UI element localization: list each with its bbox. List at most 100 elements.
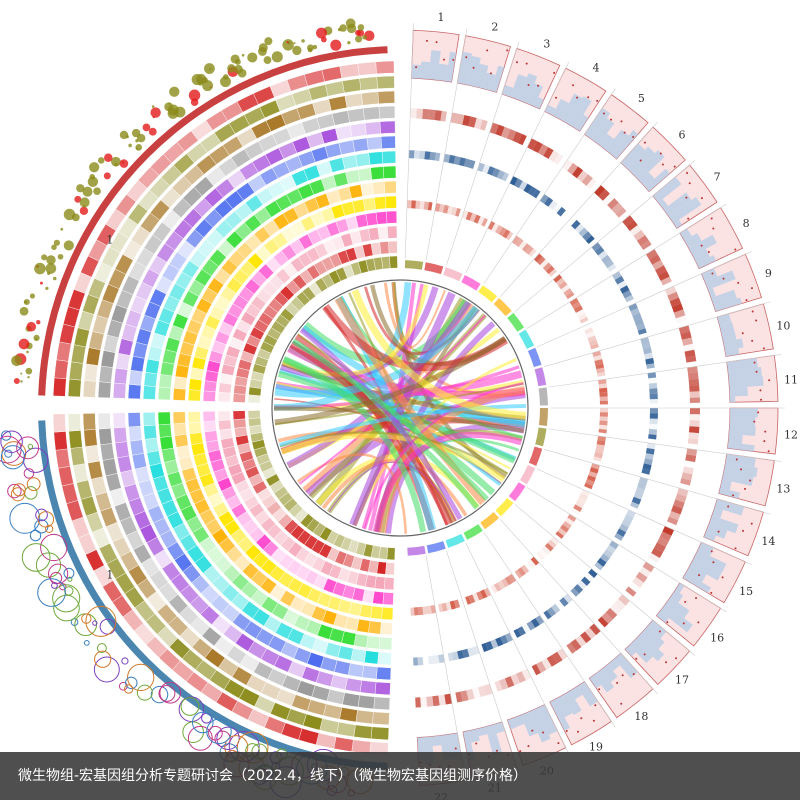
heat-cell (114, 441, 130, 459)
dot (103, 172, 111, 180)
heat-cell (531, 664, 541, 676)
heat-cell (71, 344, 87, 364)
heat-cell (381, 150, 396, 164)
point (553, 71, 556, 74)
heat-cell (129, 439, 145, 456)
heat-cell (598, 428, 607, 434)
point (755, 370, 758, 373)
dot (29, 293, 36, 299)
dot (339, 24, 347, 32)
heat-cell (461, 210, 469, 220)
heat-cell (688, 432, 699, 440)
chord (279, 431, 508, 476)
histogram-bar (501, 85, 514, 97)
point (727, 505, 730, 508)
heat-cell (417, 656, 424, 666)
heat-cell (573, 504, 583, 512)
heat-cell (536, 551, 545, 561)
histogram-bar (639, 172, 655, 188)
point (732, 494, 735, 497)
heat-cell (365, 212, 378, 227)
heat-cell (580, 489, 591, 497)
heat-cell (598, 250, 608, 260)
dot (25, 367, 33, 375)
heat-cell (70, 446, 86, 466)
heat-cell (500, 634, 509, 645)
open-circle (182, 721, 204, 743)
dot (119, 130, 129, 140)
heat-cell (349, 122, 367, 138)
dot (89, 162, 100, 173)
heat-cell (597, 435, 606, 442)
color-band (426, 541, 446, 554)
heat-cell (298, 728, 320, 745)
heat-cell (187, 389, 201, 402)
heat-cell (342, 692, 360, 708)
histogram-bar (544, 104, 556, 116)
heat-cell (596, 367, 605, 374)
heat-cell (455, 691, 463, 703)
heat-cell (447, 205, 454, 215)
histogram-bar (721, 330, 737, 343)
heat-cell (577, 580, 587, 590)
heat-cell (53, 377, 67, 397)
heat-cell (73, 327, 90, 348)
dot (363, 30, 375, 42)
open-circle (94, 650, 112, 668)
heat-cell (468, 116, 477, 128)
heat-cell (575, 635, 587, 647)
heat-cell (563, 593, 573, 604)
heat-cell (599, 400, 608, 405)
heat-cell (339, 63, 360, 79)
heat-cell (468, 159, 476, 169)
chord (349, 291, 456, 527)
histogram-bar (727, 366, 762, 380)
open-circle (81, 613, 92, 624)
heat-cell (525, 245, 534, 255)
heat-cell (68, 430, 83, 449)
dot (241, 53, 245, 57)
point (661, 163, 664, 166)
heat-cell (614, 533, 624, 541)
heat-cell (429, 151, 436, 161)
heat-cell (453, 156, 461, 166)
heat-cell (359, 76, 378, 91)
heat-cell (673, 309, 686, 319)
point (643, 141, 646, 144)
sector-label: 2 (491, 21, 498, 34)
heat-cell (389, 255, 398, 269)
histogram-bar (705, 523, 728, 539)
heat-cell (465, 595, 472, 605)
heat-cell (636, 323, 646, 331)
dot (227, 64, 236, 73)
dot (264, 37, 273, 46)
histogram-bar (704, 270, 736, 290)
heat-cell (571, 301, 581, 310)
heat-cell (594, 185, 606, 197)
point (519, 750, 522, 753)
dot (97, 157, 105, 164)
heat-cell (422, 108, 430, 120)
heat-cell (142, 385, 157, 400)
heat-cell (553, 274, 563, 283)
heat-cell (684, 349, 696, 358)
heat-cell (72, 463, 89, 483)
open-circle (12, 483, 26, 497)
point (580, 717, 583, 720)
heat-cell (599, 408, 608, 413)
heat-cell (458, 157, 466, 167)
heat-cell (541, 658, 552, 670)
heat-cell (360, 182, 375, 197)
heat-cell (499, 678, 509, 690)
histogram-bar (656, 611, 670, 623)
heat-cell (567, 162, 579, 175)
heat-cell (501, 126, 511, 139)
heat-cell (644, 352, 654, 360)
heat-cell (173, 376, 188, 390)
heat-cell (532, 141, 543, 153)
histogram-bar (577, 681, 598, 707)
dot (128, 143, 132, 148)
heat-cell (643, 458, 653, 466)
heat-cell (555, 277, 565, 286)
heat-cell (548, 268, 557, 277)
